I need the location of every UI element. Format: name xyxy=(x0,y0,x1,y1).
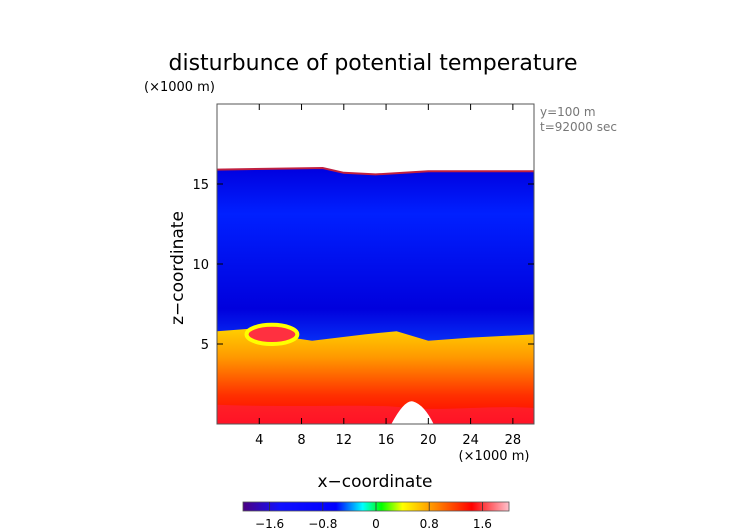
colorbar-tick-label-4: 1.6 xyxy=(473,517,492,531)
domain-top-edge xyxy=(217,166,534,176)
y-unit-label: (×1000 m) xyxy=(144,80,215,95)
x-axis: 4 8 12 16 20 24 28 xyxy=(255,104,521,448)
annotation-0: y=100 m xyxy=(540,105,596,119)
annotations: y=100 mt=92000 sec xyxy=(540,105,617,134)
x-tick-label-0: 4 xyxy=(255,433,263,448)
x-tick-label-1: 8 xyxy=(297,433,305,448)
chart-title: disturbunce of potential temperature xyxy=(169,51,578,76)
y-axis: 5 10 15 xyxy=(192,178,534,353)
x-tick-label-4: 20 xyxy=(420,433,437,448)
x-axis-title: x−coordinate xyxy=(318,472,433,492)
colorbar-tick-label-3: 0.8 xyxy=(420,517,439,531)
colorbar-tick-label-2: 0 xyxy=(372,517,380,531)
heatmap-field xyxy=(217,166,534,424)
colorbar-tick-label-0: −1.6 xyxy=(255,517,284,531)
annotation-1: t=92000 sec xyxy=(540,120,617,134)
colorbar-tick-label-1: −0.8 xyxy=(308,517,337,531)
surface-band xyxy=(217,404,534,424)
warm-bubble xyxy=(244,322,300,346)
x-tick-label-5: 24 xyxy=(462,433,479,448)
y-axis-title: z−coordinate xyxy=(168,211,188,325)
surface-hot-spot xyxy=(391,401,434,424)
x-tick-label-6: 28 xyxy=(505,433,522,448)
colorbar-ticks: −1.6 −0.8 0 0.8 1.6 xyxy=(255,502,492,531)
y-tick-label-0: 5 xyxy=(201,338,209,353)
x-tick-label-2: 12 xyxy=(336,433,353,448)
y-tick-label-2: 15 xyxy=(192,178,209,193)
y-tick-label-1: 10 xyxy=(192,258,209,273)
x-tick-label-3: 16 xyxy=(378,433,395,448)
x-unit-label: (×1000 m) xyxy=(459,449,530,464)
lower-field xyxy=(217,328,534,424)
title: disturbunce of potential temperature xyxy=(169,51,578,76)
